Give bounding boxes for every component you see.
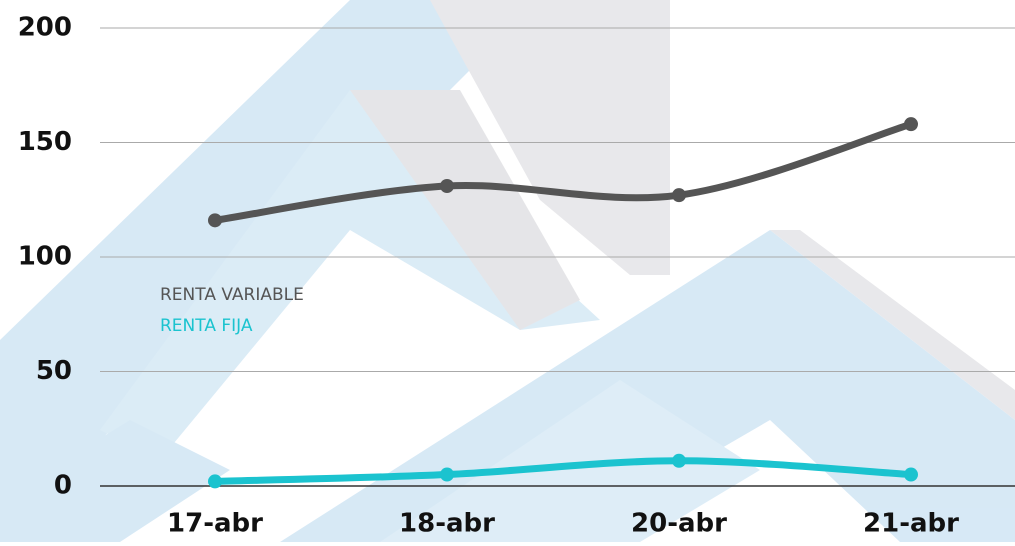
y-tick-label: 100 xyxy=(18,242,72,272)
point xyxy=(440,468,454,482)
y-tick-label: 150 xyxy=(18,127,72,157)
x-tick-label: 17-abr xyxy=(167,509,263,539)
point xyxy=(672,188,686,202)
point xyxy=(904,117,918,131)
point xyxy=(672,454,686,468)
y-tick-label: 50 xyxy=(36,356,72,386)
x-tick-label: 21-abr xyxy=(863,509,959,539)
point xyxy=(904,468,918,482)
watermark xyxy=(0,0,1015,542)
y-tick-label: 200 xyxy=(18,13,72,43)
point xyxy=(208,213,222,227)
point xyxy=(440,179,454,193)
x-tick-label: 18-abr xyxy=(399,509,495,539)
point xyxy=(208,474,222,488)
legend-entry: RENTA VARIABLE xyxy=(160,285,304,305)
legend-entry: RENTA FIJA xyxy=(160,316,253,336)
y-tick-label: 0 xyxy=(54,471,72,501)
x-tick-label: 20-abr xyxy=(631,509,727,539)
chart: 0 50 100 150 200 17-abr 18-abr 20-abr 21-abr REN… xyxy=(0,0,1015,542)
